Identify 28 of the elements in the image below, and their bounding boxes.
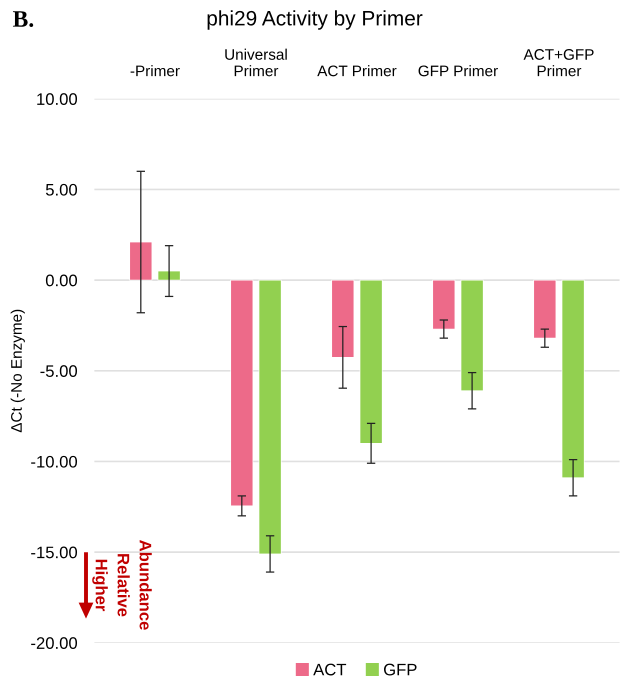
text: B. xyxy=(12,11,34,28)
bar xyxy=(533,280,556,338)
bar xyxy=(129,242,152,280)
bar xyxy=(258,280,282,554)
legend-label: GFP xyxy=(384,664,417,676)
y-tick-label: -5.00 xyxy=(40,365,78,377)
bar xyxy=(331,280,354,358)
legend-label: ACT xyxy=(313,664,346,676)
x-tick-label: -Primer xyxy=(130,65,180,76)
y-tick-label: -15.00 xyxy=(31,546,78,558)
y-tick-label: -10.00 xyxy=(31,456,78,468)
y-axis-title: ΔCt (-No Enzyme) xyxy=(10,310,25,432)
bar xyxy=(158,270,181,280)
bar xyxy=(360,280,383,444)
bar xyxy=(432,280,456,330)
bar xyxy=(230,280,254,506)
chart-title: phi29 Activity by Primer xyxy=(208,10,422,30)
x-tick-label: ACT Primer xyxy=(317,65,396,76)
y-tick-label: -20.00 xyxy=(31,637,78,649)
x-tick-label: Universal Primer xyxy=(225,48,287,76)
bar xyxy=(460,280,484,392)
y-tick-label: 0.00 xyxy=(46,274,78,286)
x-tick-label: GFP Primer xyxy=(418,65,498,76)
y-tick-label: 10.00 xyxy=(37,93,78,105)
annotation: Higher Relative Abundance xyxy=(92,540,152,630)
bar xyxy=(562,280,585,478)
x-tick-label: ACT+GFP Primer xyxy=(524,49,594,76)
y-tick-label: 5.00 xyxy=(46,184,78,196)
